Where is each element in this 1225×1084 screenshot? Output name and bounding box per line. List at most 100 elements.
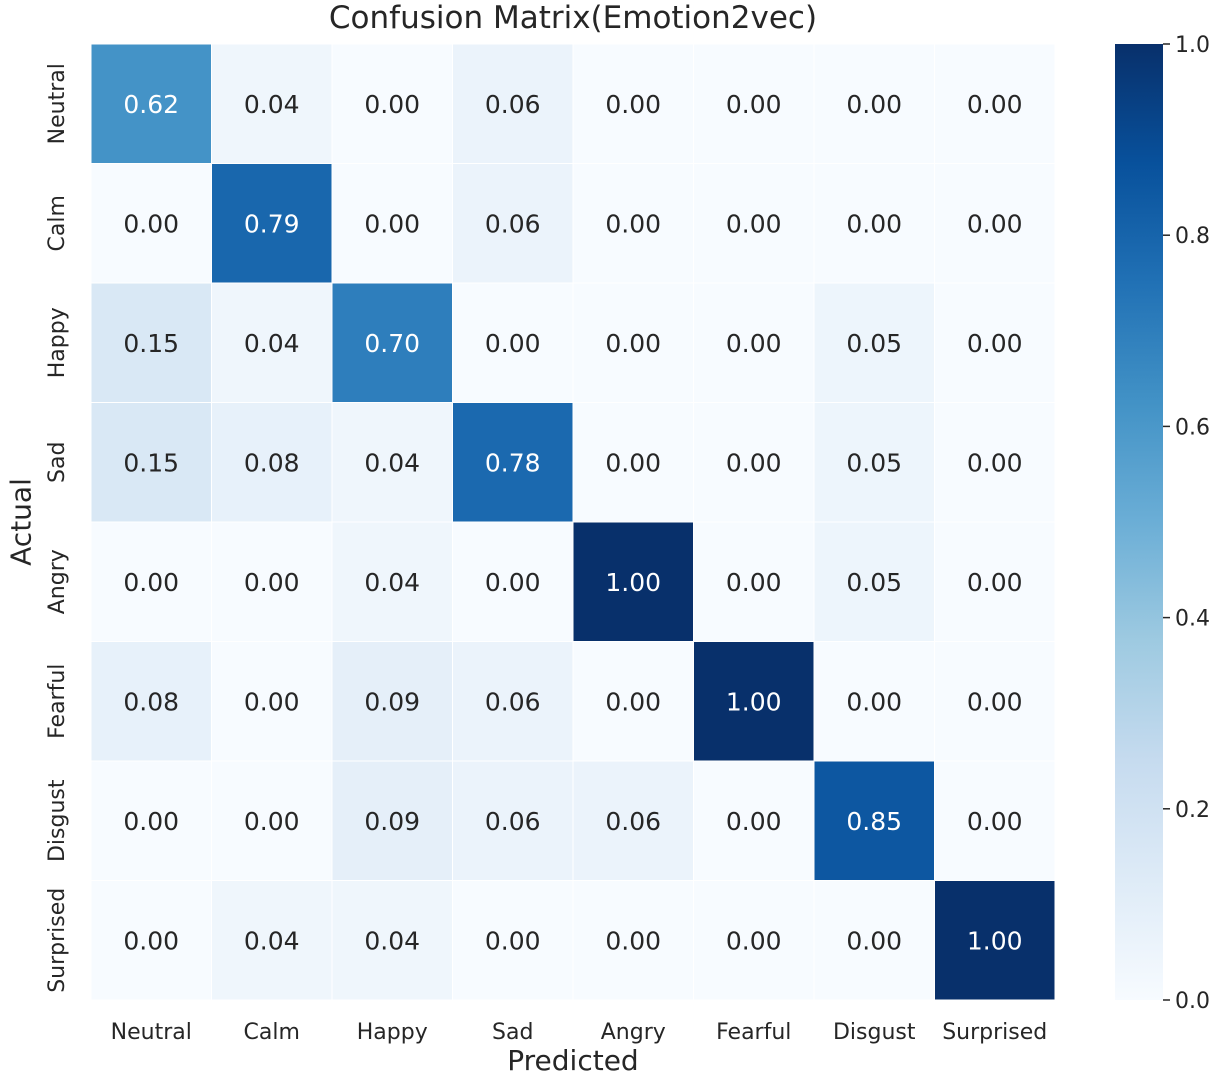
cell-value-label: 0.00 <box>726 329 782 358</box>
chart-title: Confusion Matrix(Emotion2vec) <box>328 0 818 36</box>
heatmap-cell <box>934 880 1056 1001</box>
heatmap-cell <box>211 282 333 403</box>
y-tick-label: Neutral <box>45 63 70 144</box>
cell-value-label: 0.00 <box>967 807 1023 836</box>
cell-value-label: 0.15 <box>123 329 179 358</box>
heatmap-cell <box>572 760 694 881</box>
x-tick-label: Surprised <box>942 1020 1047 1045</box>
heatmap-cell <box>572 402 694 523</box>
cell-value-label: 0.00 <box>846 90 902 119</box>
cell-value-label: 0.00 <box>244 568 300 597</box>
cell-value-label: 1.00 <box>726 687 782 716</box>
y-tick-label: Calm <box>45 195 70 251</box>
heatmap-cell <box>90 521 212 642</box>
colorbar-tick-label: 0.6 <box>1175 415 1210 440</box>
cell-value-label: 0.00 <box>605 90 661 119</box>
cell-value-label: 0.00 <box>485 926 541 955</box>
heatmap-cell <box>572 641 694 762</box>
heatmap-cell <box>90 880 212 1001</box>
colorbar <box>1115 44 1163 1000</box>
heatmap-cell <box>90 402 212 523</box>
heatmap-cell <box>693 760 815 881</box>
cell-value-label: 0.05 <box>846 568 902 597</box>
x-tick-label: Fearful <box>716 1020 791 1045</box>
cell-value-label: 0.00 <box>967 90 1023 119</box>
cell-value-label: 0.06 <box>485 807 541 836</box>
heatmap-cell <box>452 43 574 164</box>
heatmap-cell <box>693 163 815 284</box>
heatmap-cell <box>452 521 574 642</box>
heatmap-cell <box>452 880 574 1001</box>
heatmap-cell <box>934 521 1056 642</box>
cell-value-label: 0.00 <box>605 926 661 955</box>
heatmap-cell <box>934 760 1056 881</box>
heatmap-cell <box>934 402 1056 523</box>
cell-value-label: 1.00 <box>967 926 1023 955</box>
cell-value-label: 0.04 <box>364 448 420 477</box>
heatmap-cell <box>211 43 333 164</box>
heatmap-cell <box>813 43 935 164</box>
cell-value-label: 0.00 <box>364 209 420 238</box>
heatmap-cell <box>211 760 333 881</box>
heatmap-cell <box>572 282 694 403</box>
cell-value-label: 0.04 <box>244 90 300 119</box>
y-tick-label: Surprised <box>45 888 70 993</box>
heatmap-cell <box>934 163 1056 284</box>
cell-value-label: 0.00 <box>244 807 300 836</box>
x-tick-label: Disgust <box>833 1020 916 1045</box>
heatmap-cell <box>211 163 333 284</box>
cell-value-label: 0.00 <box>726 926 782 955</box>
heatmap-cell <box>693 282 815 403</box>
heatmap-cell <box>90 163 212 284</box>
heatmap-cell <box>934 282 1056 403</box>
x-tick-label: Happy <box>357 1020 428 1045</box>
colorbar-tick-label: 0.4 <box>1175 607 1210 632</box>
cell-value-label: 0.08 <box>123 687 179 716</box>
cell-value-label: 1.00 <box>605 568 661 597</box>
cell-value-label: 0.00 <box>485 568 541 597</box>
heatmap-cell <box>452 760 574 881</box>
cell-value-label: 0.15 <box>123 448 179 477</box>
x-tick-label: Neutral <box>111 1020 192 1045</box>
heatmap-cell <box>693 880 815 1001</box>
cell-value-label: 0.00 <box>967 329 1023 358</box>
heatmap-cell <box>813 402 935 523</box>
cell-value-label: 0.08 <box>244 448 300 477</box>
y-tick-label: Angry <box>45 549 70 614</box>
cell-value-label: 0.06 <box>485 90 541 119</box>
heatmap-cell <box>572 163 694 284</box>
cell-value-label: 0.09 <box>364 687 420 716</box>
cell-value-label: 0.06 <box>605 807 661 836</box>
cell-value-label: 0.00 <box>485 329 541 358</box>
heatmap-cell <box>211 521 333 642</box>
heatmap-cell <box>90 282 212 403</box>
cell-value-label: 0.79 <box>244 209 300 238</box>
heatmap-cell <box>572 880 694 1001</box>
colorbar-tick-label: 0.2 <box>1175 798 1210 823</box>
cell-value-label: 0.04 <box>244 329 300 358</box>
x-tick-label: Sad <box>492 1020 533 1045</box>
cell-value-label: 0.70 <box>364 329 420 358</box>
heatmap-cell <box>693 641 815 762</box>
cell-value-label: 0.00 <box>726 568 782 597</box>
colorbar-tick-label: 0.0 <box>1175 989 1210 1014</box>
heatmap-cell <box>813 641 935 762</box>
heatmap-cell <box>934 641 1056 762</box>
heatmap-cell <box>331 760 453 881</box>
heatmap-cell <box>331 880 453 1001</box>
colorbar-tick-label: 0.8 <box>1175 224 1210 249</box>
cell-value-label: 0.00 <box>123 209 179 238</box>
cell-value-label: 0.04 <box>364 926 420 955</box>
heatmap-cell <box>813 880 935 1001</box>
cell-value-label: 0.78 <box>485 448 541 477</box>
cell-value-label: 0.00 <box>967 448 1023 477</box>
cell-value-label: 0.00 <box>123 926 179 955</box>
cell-value-label: 0.00 <box>123 807 179 836</box>
cell-value-label: 0.00 <box>605 448 661 477</box>
cell-value-label: 0.00 <box>605 687 661 716</box>
cell-value-label: 0.09 <box>364 807 420 836</box>
cell-value-label: 0.00 <box>244 687 300 716</box>
cell-value-label: 0.05 <box>846 448 902 477</box>
cell-value-label: 0.00 <box>967 568 1023 597</box>
